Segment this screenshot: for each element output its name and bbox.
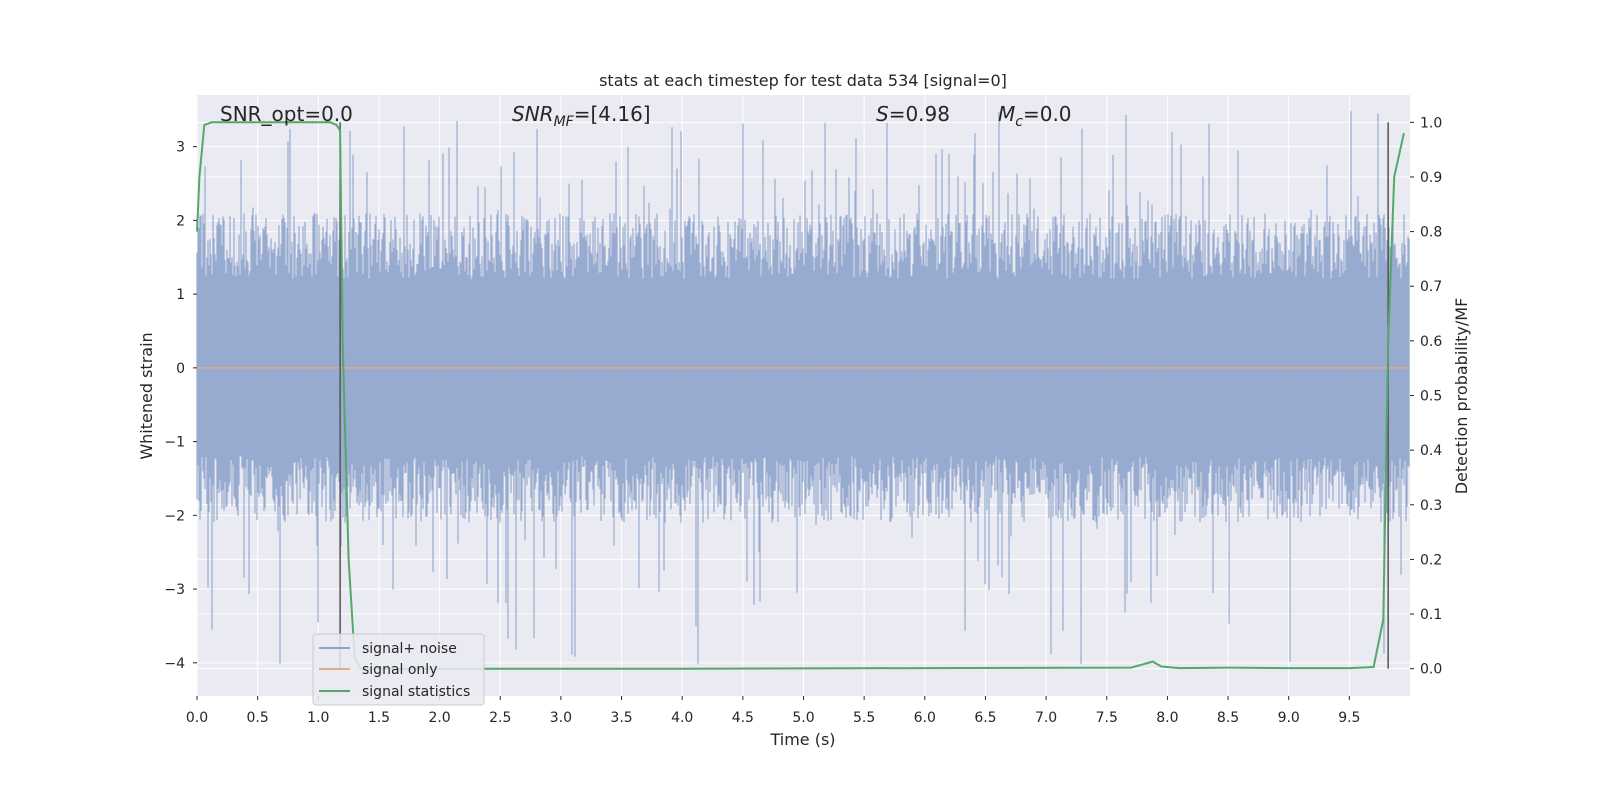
y2-tick-label: 0.1	[1420, 607, 1442, 623]
x-tick-label: 4.0	[671, 710, 693, 726]
legend-label-stats: signal statistics	[362, 684, 470, 700]
snr-opt-annotation: SNR_opt=0.0	[220, 102, 353, 126]
noise-trace	[196, 111, 1410, 665]
y2-axis-label: Detection probability/MF	[1452, 298, 1471, 495]
legend: signal+ noise signal only signal statist…	[312, 633, 485, 706]
chart-title: stats at each timestep for test data 534…	[599, 71, 1007, 90]
y2-tick-label: 0.2	[1420, 552, 1442, 568]
y-tick-labels: 3 2 1 0 −1 −2 −3 −4	[164, 140, 197, 672]
y2-tick-label: 0.6	[1420, 334, 1442, 350]
x-tick-label: 8.5	[1217, 710, 1239, 726]
y2-tick-label: 1.0	[1420, 115, 1442, 131]
x-tick-label: 9.5	[1338, 710, 1360, 726]
x-tick-label: 7.0	[1035, 710, 1057, 726]
y2-tick-label: 0.8	[1420, 225, 1442, 241]
y-tick-label: −2	[164, 508, 185, 524]
x-tick-label: 9.0	[1278, 710, 1300, 726]
legend-box	[312, 633, 485, 706]
legend-label-noise: signal+ noise	[362, 641, 457, 657]
y2-tick-label: 0.7	[1420, 279, 1442, 295]
x-tick-label: 3.0	[550, 710, 572, 726]
x-tick-label: 7.5	[1096, 710, 1118, 726]
x-tick-label: 2.0	[428, 710, 450, 726]
y-tick-label: −4	[164, 656, 185, 672]
y-tick-label: 2	[176, 213, 185, 229]
x-tick-label: 2.5	[489, 710, 511, 726]
x-tick-label: 3.5	[610, 710, 632, 726]
y2-tick-label: 0.5	[1420, 389, 1442, 405]
x-tick-label: 1.5	[368, 710, 390, 726]
mc-annotation: Mc=0.0	[998, 102, 1072, 130]
x-tick-label: 8.0	[1156, 710, 1178, 726]
x-axis-label: Time (s)	[769, 730, 835, 749]
y2-tick-label: 0.3	[1420, 498, 1442, 514]
x-tick-label: 5.0	[792, 710, 814, 726]
y2-tick-label: 0.9	[1420, 170, 1442, 186]
noise-series	[196, 111, 1410, 665]
x-tick-label: 0.5	[247, 710, 269, 726]
y-axis-label: Whitened strain	[137, 332, 156, 459]
y2-tick-labels: 1.0 0.9 0.8 0.7 0.6 0.5 0.4 0.3 0.2 0.1 0.0	[1410, 115, 1442, 678]
x-tick-label: 0.0	[186, 710, 208, 726]
x-tick-label: 1.0	[307, 710, 329, 726]
s-annotation: S=0.98	[876, 102, 950, 126]
y-tick-label: −3	[164, 582, 185, 598]
y-tick-label: 0	[176, 361, 185, 377]
x-tick-label: 5.5	[853, 710, 875, 726]
y-tick-label: 3	[176, 140, 185, 156]
y2-tick-label: 0.4	[1420, 443, 1442, 459]
x-tick-label: 6.5	[974, 710, 996, 726]
x-tick-labels: 0.0 0.5 1.0 1.5 2.0 2.5 3.0 3.5 4.0 4.5 5.0 5.5 6.0 6…	[186, 696, 1360, 726]
x-tick-label: 4.5	[732, 710, 754, 726]
legend-label-signal: signal only	[362, 662, 437, 678]
overlays	[196, 121, 1410, 670]
y2-tick-label: 0.0	[1420, 662, 1442, 678]
signal-statistics-line	[196, 121, 1405, 670]
snr-mf-annotation: SNRMF=[4.16]	[512, 102, 651, 130]
y-tick-label: 1	[176, 287, 185, 303]
x-tick-label: 6.0	[914, 710, 936, 726]
y-tick-label: −1	[164, 435, 185, 451]
